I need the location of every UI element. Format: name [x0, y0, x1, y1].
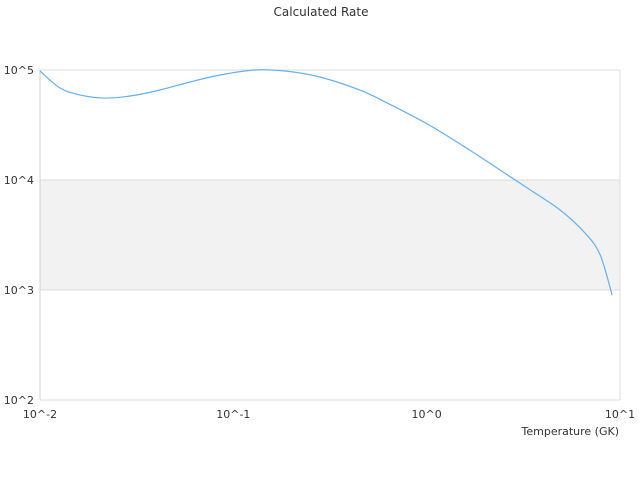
- y-tick-label: 10^5: [4, 64, 34, 77]
- y-tick-label: 10^2: [4, 394, 34, 407]
- x-tick-label: 10^0: [412, 408, 442, 421]
- chart-title: Calculated Rate: [274, 5, 369, 19]
- plot-band: [40, 180, 620, 290]
- plot-bands: [40, 180, 620, 290]
- y-tick-label: 10^4: [4, 174, 34, 187]
- x-tick-labels: 10^-2 10^-1 10^0 10^1: [23, 408, 635, 421]
- y-tick-label: 10^3: [4, 284, 34, 297]
- y-tick-labels: 10^2 10^3 10^4 10^5: [4, 64, 34, 407]
- x-axis-label: Temperature (GK): [521, 425, 620, 438]
- x-tick-label: 10^-1: [216, 408, 250, 421]
- x-tick-label: 10^-2: [23, 408, 57, 421]
- x-tick-label: 10^1: [605, 408, 635, 421]
